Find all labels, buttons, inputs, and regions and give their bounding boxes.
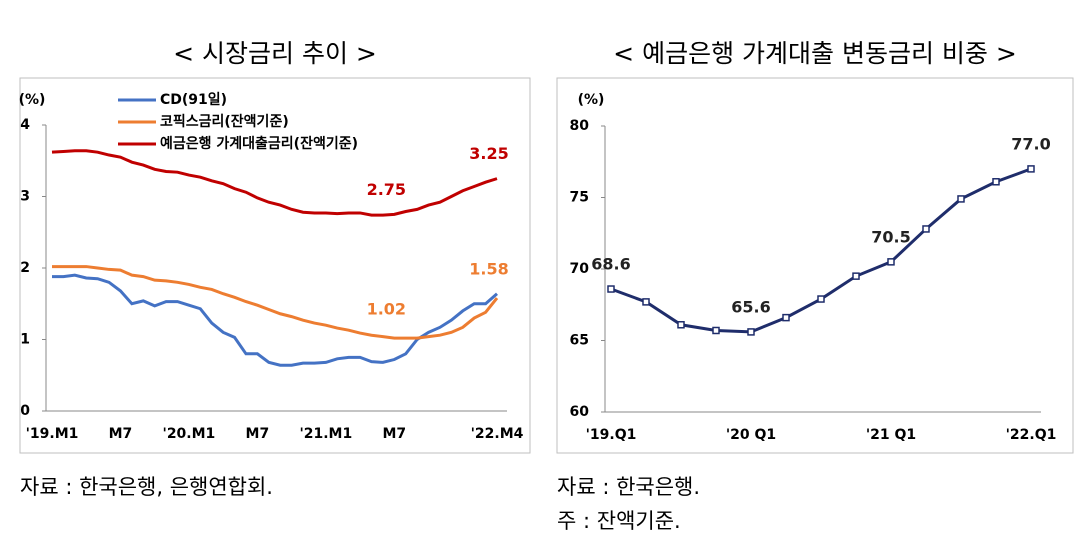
marker	[607, 285, 615, 293]
y-axis-label: (%)	[19, 92, 46, 108]
series-line	[52, 273, 498, 367]
x-tick-label: '20.M1	[163, 426, 216, 442]
legend-label: 코픽스금리(잔액기준)	[160, 113, 289, 130]
value-label: 1.58	[469, 260, 508, 279]
marker	[712, 326, 720, 335]
y-tick-label: 1	[20, 332, 30, 348]
y-tick-label: 80	[570, 118, 590, 134]
marker	[1027, 165, 1035, 173]
marker	[782, 313, 790, 322]
y-tick-label: 60	[570, 404, 590, 420]
value-label: 1.02	[367, 300, 406, 319]
marker	[747, 328, 755, 336]
x-tick-label: '19.Q1	[586, 427, 637, 443]
value-label: 77.0	[1011, 134, 1050, 153]
value-label: 3.25	[469, 144, 508, 163]
y-tick-label: 3	[20, 189, 30, 205]
value-label: 68.6	[591, 255, 630, 274]
value-label: 65.6	[731, 297, 770, 316]
y-tick-label: 4	[20, 117, 30, 133]
x-tick-label: '21 Q1	[866, 427, 916, 443]
marker	[817, 295, 825, 303]
marker	[887, 258, 895, 266]
y-tick-label: 70	[570, 261, 590, 277]
x-tick-label: M7	[246, 426, 270, 442]
marker	[677, 321, 685, 329]
value-label: 2.75	[367, 180, 406, 199]
value-label: 70.5	[871, 227, 910, 246]
x-tick-label: '22.Q1	[1006, 427, 1057, 443]
note: 자료 : 한국은행.	[557, 475, 700, 499]
chart-title: < 예금은행 가계대출 변동금리 비중 >	[613, 39, 1017, 68]
x-tick-label: '22.M4	[471, 426, 524, 442]
y-tick-label: 2	[20, 260, 30, 276]
note: 주 : 잔액기준.	[557, 509, 681, 533]
x-tick-label: M7	[109, 426, 133, 442]
legend-label: CD(91일)	[160, 92, 227, 108]
x-tick-label: '20 Q1	[726, 427, 776, 443]
marker	[992, 178, 1000, 186]
x-tick-label: M7	[382, 426, 406, 442]
series-line	[610, 167, 1032, 334]
y-axis-label: (%)	[578, 92, 605, 108]
frame	[19, 77, 531, 454]
legend-label: 예금은행 가계대출금리(잔액기준)	[160, 135, 358, 152]
marker	[957, 195, 965, 203]
y-tick-label: 75	[570, 190, 589, 206]
x-tick-label: '21.M1	[299, 426, 352, 442]
note: 자료 : 한국은행, 은행연합회.	[20, 475, 273, 499]
x-tick-label: '19.M1	[26, 426, 79, 442]
series-line	[51, 149, 498, 217]
frame	[556, 77, 1074, 454]
y-tick-label: 65	[570, 333, 589, 349]
marker	[642, 298, 650, 306]
series-line	[52, 265, 499, 340]
chart-title: < 시장금리 추이 >	[173, 39, 377, 68]
marker	[852, 272, 860, 280]
y-tick-label: 0	[20, 403, 30, 419]
marker	[922, 225, 930, 233]
